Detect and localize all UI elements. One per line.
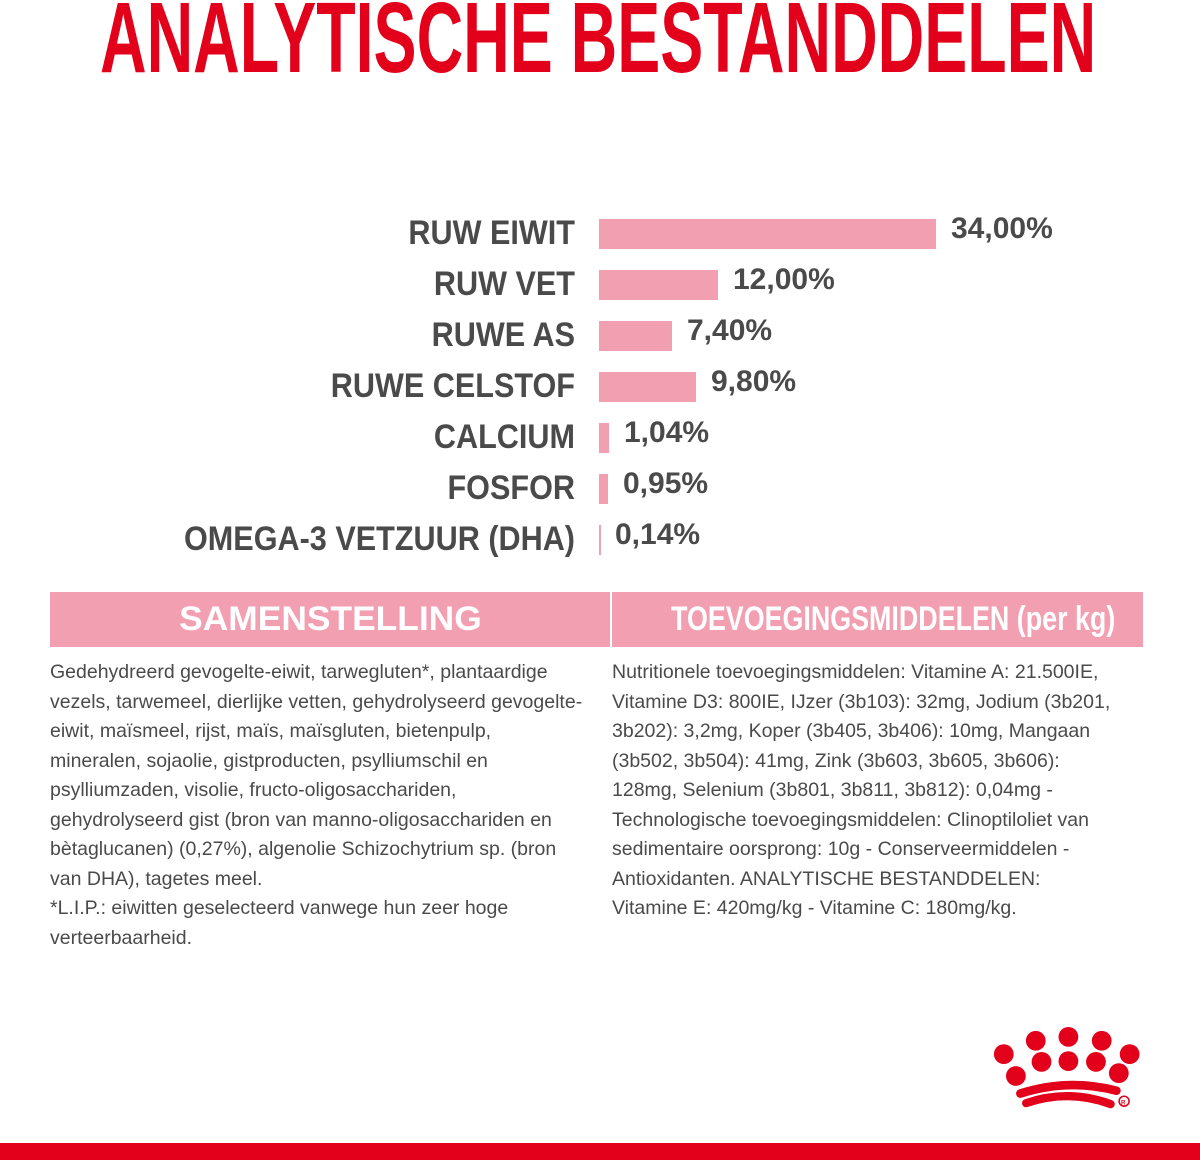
svg-text:R: R: [1121, 1099, 1126, 1106]
